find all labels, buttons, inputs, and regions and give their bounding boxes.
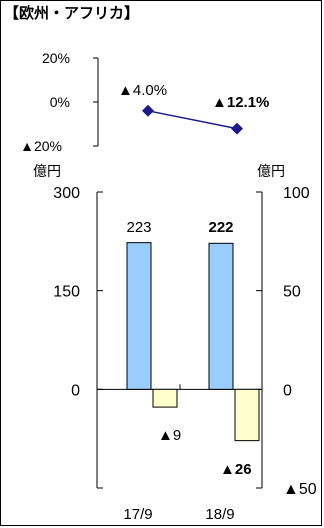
- bar-right-tick-label: 0: [283, 382, 292, 399]
- bar-x-label: 18/9: [205, 506, 234, 523]
- bar-right-tick-label: 50: [283, 284, 301, 301]
- bar-left-tick-label: 300: [53, 185, 80, 202]
- right-axis-unit: 億円: [257, 163, 285, 179]
- line-y-tick-label: 0%: [50, 94, 70, 110]
- bar-positive: [126, 242, 152, 390]
- line-point: [142, 104, 154, 117]
- bar-x-label: 17/9: [123, 506, 152, 523]
- line-point: [231, 122, 243, 135]
- line-data-label: ▲12.1%: [212, 94, 269, 111]
- left-axis-unit: 億円: [33, 163, 61, 179]
- bar-data-label: ▲26: [220, 461, 252, 478]
- line-y-tick-label: 20%: [42, 50, 70, 66]
- bar-data-label: 222: [208, 219, 233, 236]
- line-y-tick-label: ▲20%: [20, 138, 62, 154]
- chart-title: 【欧州・アフリカ】: [4, 4, 139, 22]
- bar-negative: [152, 388, 178, 408]
- bar-right-tick-label: 100: [283, 185, 310, 202]
- bar-positive: [208, 242, 234, 390]
- bar-left-tick-label: 150: [53, 284, 80, 301]
- bar-data-label: ▲9: [158, 427, 181, 444]
- line-data-label: ▲4.0%: [118, 82, 167, 99]
- bar-data-label: 223: [126, 219, 151, 236]
- bar-left-tick-label: 0: [71, 382, 80, 399]
- bar-negative: [234, 388, 260, 442]
- line-series: [147, 110, 238, 130]
- bar-right-tick-label: ▲50: [283, 481, 317, 498]
